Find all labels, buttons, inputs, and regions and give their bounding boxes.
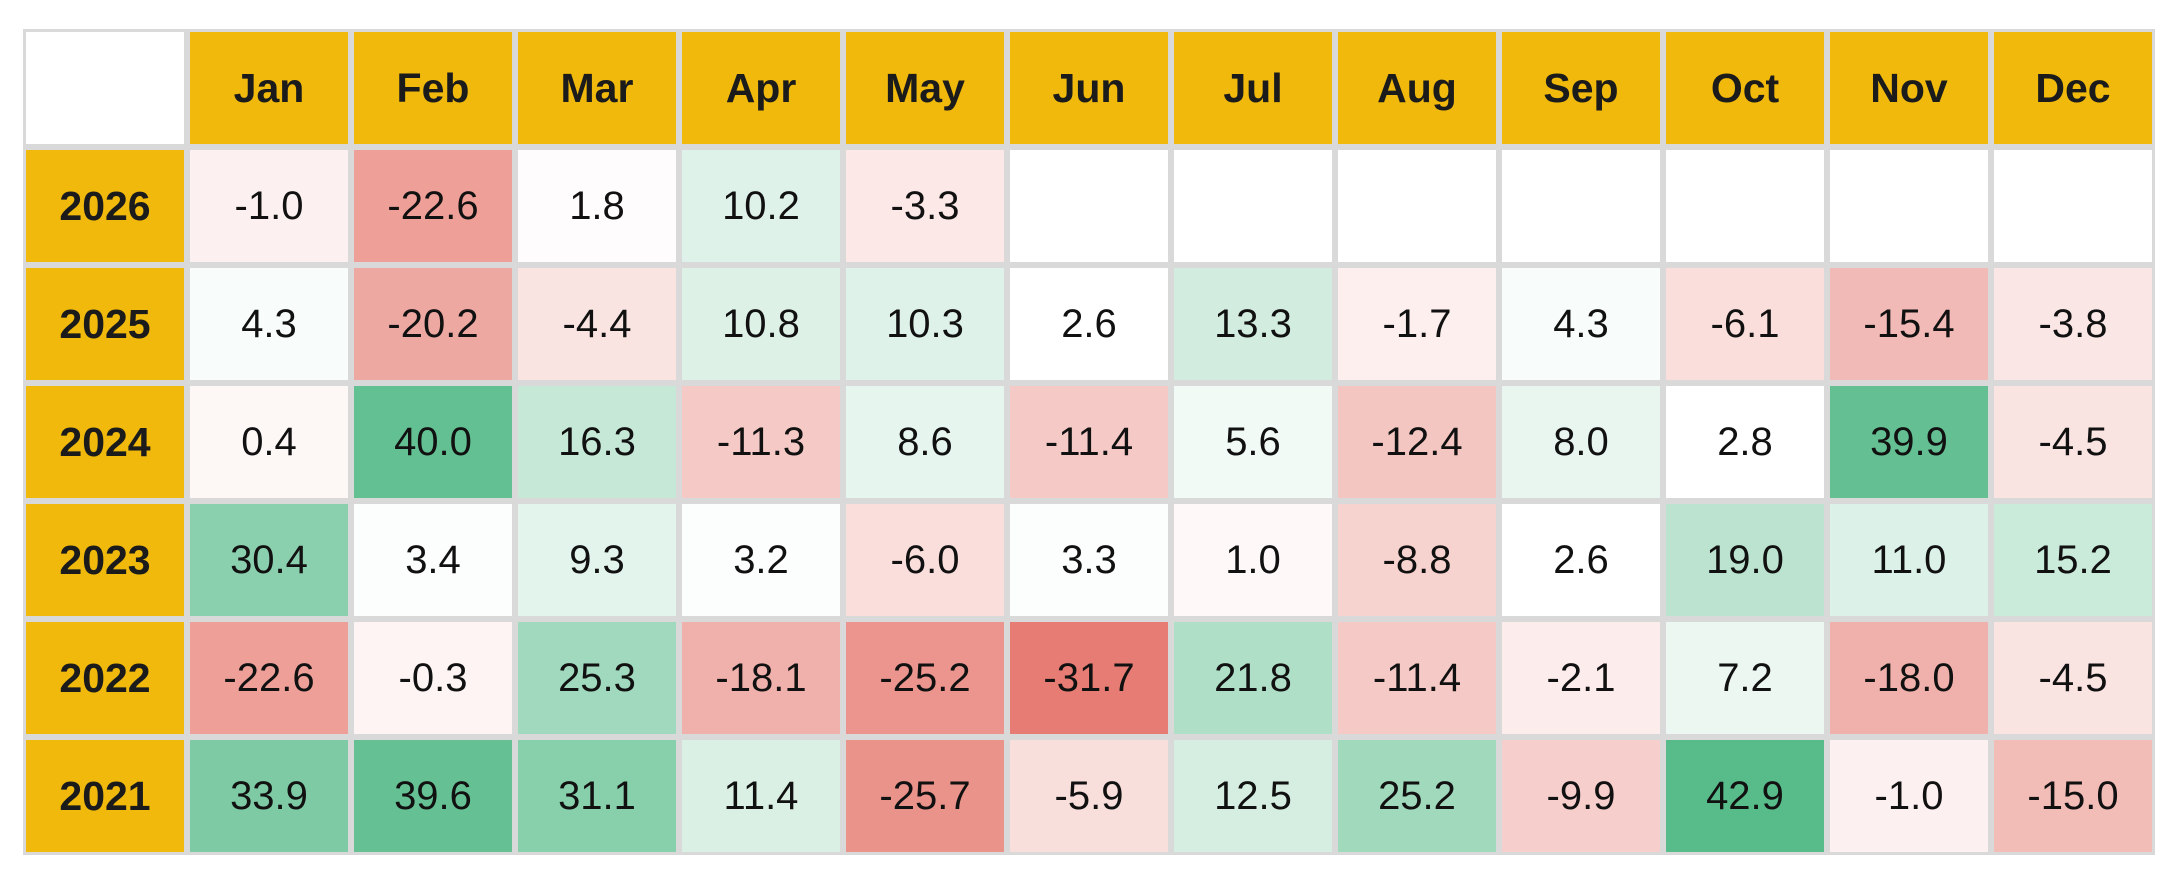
- value-cell-2022-oct: 7.2: [1666, 622, 1824, 734]
- value-cell-2024-dec: -4.5: [1994, 386, 2152, 498]
- value-cell-2025-jan: 4.3: [190, 268, 348, 380]
- value-cell-2021-may: -25.7: [846, 740, 1004, 852]
- value-cell-2025-sep: 4.3: [1502, 268, 1660, 380]
- value-cell-2025-aug: -1.7: [1338, 268, 1496, 380]
- value-cell-2022-jul: 21.8: [1174, 622, 1332, 734]
- value-cell-2026-nov: [1830, 150, 1988, 262]
- value-cell-2022-sep: -2.1: [1502, 622, 1660, 734]
- value-cell-2023-feb: 3.4: [354, 504, 512, 616]
- value-cell-2024-apr: -11.3: [682, 386, 840, 498]
- value-cell-2025-mar: -4.4: [518, 268, 676, 380]
- value-cell-2023-aug: -8.8: [1338, 504, 1496, 616]
- value-cell-2024-mar: 16.3: [518, 386, 676, 498]
- month-header-nov: Nov: [1830, 32, 1988, 144]
- value-cell-2024-oct: 2.8: [1666, 386, 1824, 498]
- month-header-sep: Sep: [1502, 32, 1660, 144]
- year-header-2026: 2026: [26, 150, 184, 262]
- value-cell-2026-aug: [1338, 150, 1496, 262]
- value-cell-2023-nov: 11.0: [1830, 504, 1988, 616]
- value-cell-2025-jul: 13.3: [1174, 268, 1332, 380]
- month-header-jan: Jan: [190, 32, 348, 144]
- value-cell-2024-nov: 39.9: [1830, 386, 1988, 498]
- value-cell-2024-aug: -12.4: [1338, 386, 1496, 498]
- month-header-jul: Jul: [1174, 32, 1332, 144]
- value-cell-2026-mar: 1.8: [518, 150, 676, 262]
- year-header-2024: 2024: [26, 386, 184, 498]
- value-cell-2022-aug: -11.4: [1338, 622, 1496, 734]
- value-cell-2023-oct: 19.0: [1666, 504, 1824, 616]
- year-header-2022: 2022: [26, 622, 184, 734]
- value-cell-2023-apr: 3.2: [682, 504, 840, 616]
- value-cell-2026-feb: -22.6: [354, 150, 512, 262]
- year-header-2025: 2025: [26, 268, 184, 380]
- value-cell-2025-dec: -3.8: [1994, 268, 2152, 380]
- value-cell-2022-apr: -18.1: [682, 622, 840, 734]
- month-header-jun: Jun: [1010, 32, 1168, 144]
- value-cell-2026-dec: [1994, 150, 2152, 262]
- value-cell-2023-sep: 2.6: [1502, 504, 1660, 616]
- value-cell-2024-jun: -11.4: [1010, 386, 1168, 498]
- month-header-dec: Dec: [1994, 32, 2152, 144]
- value-cell-2023-may: -6.0: [846, 504, 1004, 616]
- value-cell-2022-feb: -0.3: [354, 622, 512, 734]
- month-header-mar: Mar: [518, 32, 676, 144]
- value-cell-2026-jun: [1010, 150, 1168, 262]
- month-header-apr: Apr: [682, 32, 840, 144]
- value-cell-2026-apr: 10.2: [682, 150, 840, 262]
- value-cell-2026-jan: -1.0: [190, 150, 348, 262]
- value-cell-2021-dec: -15.0: [1994, 740, 2152, 852]
- value-cell-2023-jan: 30.4: [190, 504, 348, 616]
- year-header-2023: 2023: [26, 504, 184, 616]
- value-cell-2024-jan: 0.4: [190, 386, 348, 498]
- value-cell-2023-jul: 1.0: [1174, 504, 1332, 616]
- month-header-aug: Aug: [1338, 32, 1496, 144]
- value-cell-2022-jan: -22.6: [190, 622, 348, 734]
- value-cell-2026-sep: [1502, 150, 1660, 262]
- value-cell-2024-feb: 40.0: [354, 386, 512, 498]
- value-cell-2022-dec: -4.5: [1994, 622, 2152, 734]
- value-cell-2021-mar: 31.1: [518, 740, 676, 852]
- value-cell-2021-apr: 11.4: [682, 740, 840, 852]
- month-header-may: May: [846, 32, 1004, 144]
- value-cell-2024-sep: 8.0: [1502, 386, 1660, 498]
- value-cell-2021-aug: 25.2: [1338, 740, 1496, 852]
- value-cell-2024-jul: 5.6: [1174, 386, 1332, 498]
- value-cell-2022-mar: 25.3: [518, 622, 676, 734]
- value-cell-2024-may: 8.6: [846, 386, 1004, 498]
- value-cell-2025-oct: -6.1: [1666, 268, 1824, 380]
- value-cell-2026-oct: [1666, 150, 1824, 262]
- value-cell-2021-jul: 12.5: [1174, 740, 1332, 852]
- value-cell-2022-jun: -31.7: [1010, 622, 1168, 734]
- value-cell-2021-jan: 33.9: [190, 740, 348, 852]
- value-cell-2026-may: -3.3: [846, 150, 1004, 262]
- value-cell-2021-feb: 39.6: [354, 740, 512, 852]
- value-cell-2021-nov: -1.0: [1830, 740, 1988, 852]
- heatmap-corner: [26, 32, 184, 144]
- value-cell-2025-apr: 10.8: [682, 268, 840, 380]
- value-cell-2023-jun: 3.3: [1010, 504, 1168, 616]
- value-cell-2025-nov: -15.4: [1830, 268, 1988, 380]
- value-cell-2023-mar: 9.3: [518, 504, 676, 616]
- value-cell-2021-jun: -5.9: [1010, 740, 1168, 852]
- monthly-returns-heatmap: Jan Feb Mar Apr May Jun Jul Aug Sep Oct Nov Dec 2026…: [23, 29, 2155, 855]
- value-cell-2021-sep: -9.9: [1502, 740, 1660, 852]
- value-cell-2025-feb: -20.2: [354, 268, 512, 380]
- value-cell-2025-may: 10.3: [846, 268, 1004, 380]
- year-header-2021: 2021: [26, 740, 184, 852]
- value-cell-2026-jul: [1174, 150, 1332, 262]
- value-cell-2023-dec: 15.2: [1994, 504, 2152, 616]
- value-cell-2025-jun: 2.6: [1010, 268, 1168, 380]
- value-cell-2022-may: -25.2: [846, 622, 1004, 734]
- month-header-oct: Oct: [1666, 32, 1824, 144]
- value-cell-2021-oct: 42.9: [1666, 740, 1824, 852]
- value-cell-2022-nov: -18.0: [1830, 622, 1988, 734]
- month-header-feb: Feb: [354, 32, 512, 144]
